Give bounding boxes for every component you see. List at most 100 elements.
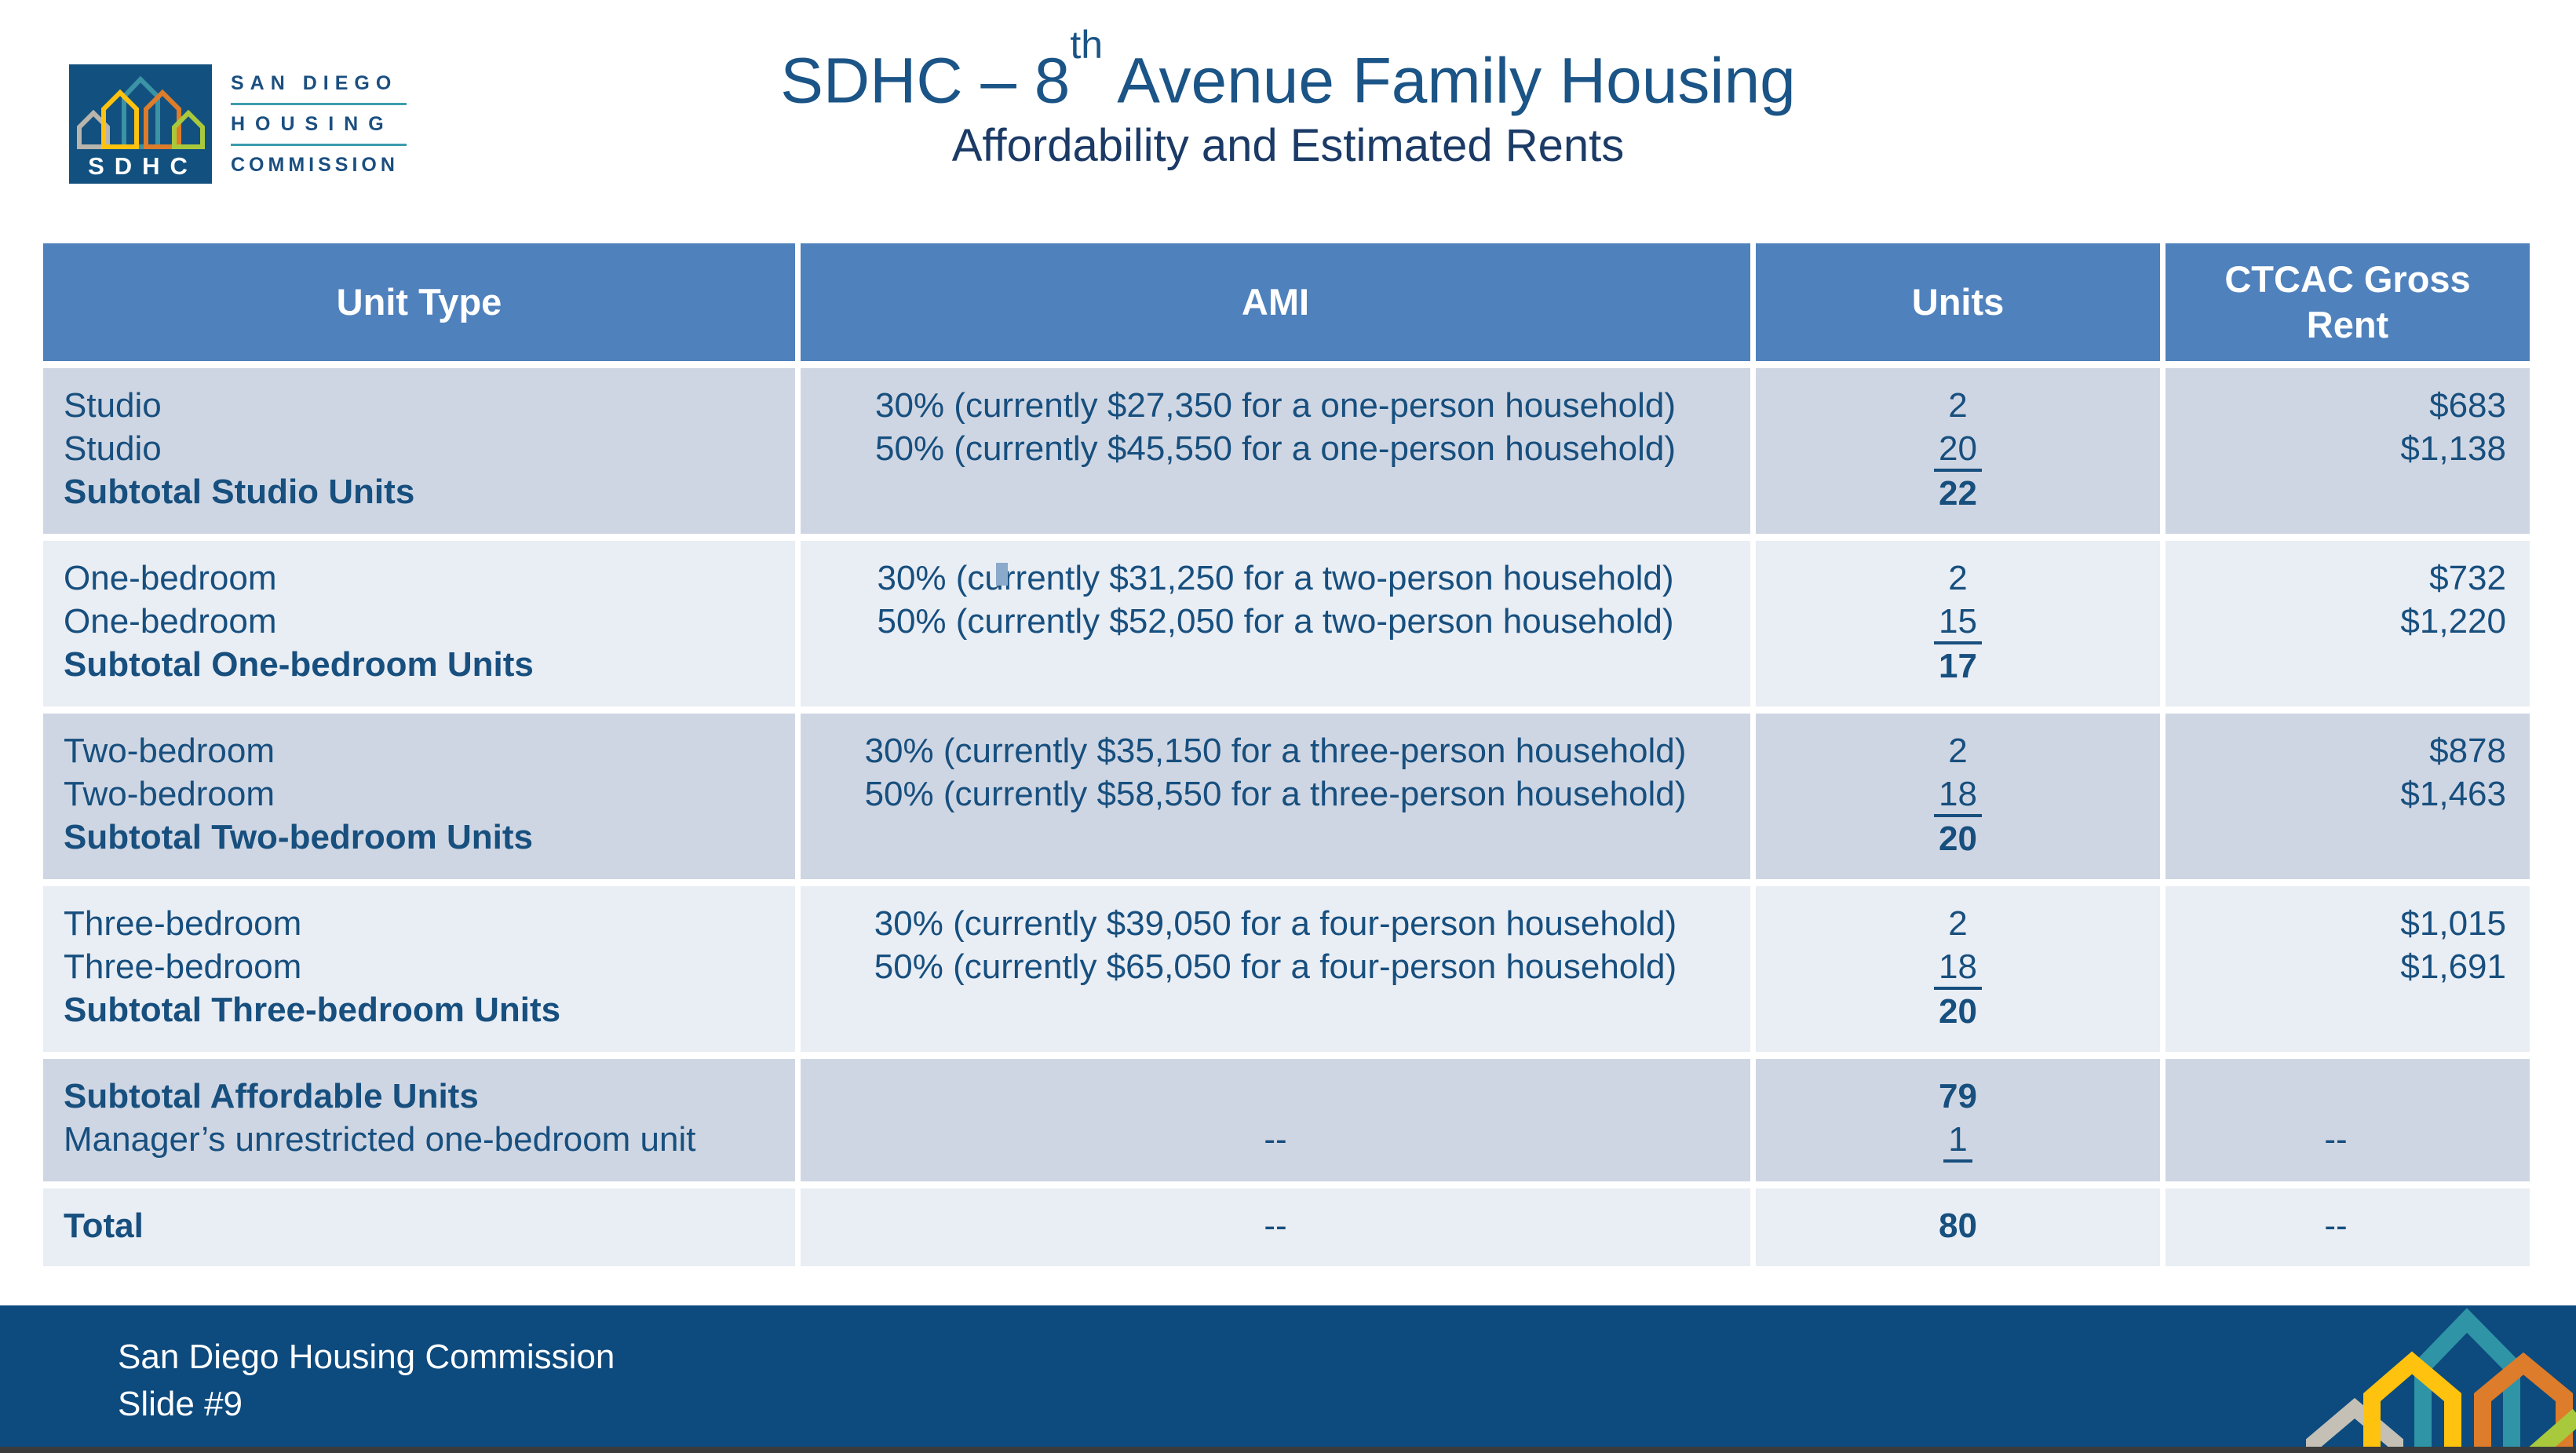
- sdhc-logo-mark: SDHC: [69, 64, 212, 184]
- unit-type-cell: Total: [43, 1188, 795, 1266]
- row-line: Two-bedroom: [64, 732, 275, 770]
- row-line: 50% (currently $65,050 for a four-person…: [874, 947, 1677, 986]
- row-line: Three-bedroom: [64, 904, 302, 943]
- units-cell: 2 15 17: [1756, 541, 2160, 706]
- underlined-value: 18: [1934, 948, 1982, 990]
- row-line: $1,138: [2400, 429, 2506, 468]
- sdhc-houses-motif: [2306, 1308, 2576, 1453]
- unit-type-cell: Two-bedroom Two-bedroom Subtotal Two-bed…: [43, 714, 795, 879]
- text-cursor-artifact: [996, 563, 1008, 586]
- logo-divider: [231, 102, 407, 105]
- row-line: Studio: [64, 386, 162, 425]
- title-block: SDHC – 8th Avenue Family Housing Afforda…: [0, 23, 2576, 173]
- ami-cell: 30% (currently $27,350 for a one-person …: [801, 368, 1750, 534]
- green-house-icon: [172, 109, 205, 149]
- rents-table: Unit Type AMI Units CTCAC Gross Rent Stu…: [38, 236, 2535, 1273]
- row-line: 15: [1756, 600, 2160, 644]
- row-line: $1,220: [2400, 602, 2506, 641]
- row-line: One-bedroom: [64, 602, 277, 641]
- logo-acronym: SDHC: [88, 152, 198, 180]
- subtotal-value: 22: [1939, 474, 1977, 513]
- row-line: Two-bedroom: [64, 775, 275, 813]
- header-row: Unit Type AMI Units CTCAC Gross Rent: [43, 243, 2530, 361]
- unit-type-cell: One-bedroom One-bedroom Subtotal One-bed…: [43, 541, 795, 706]
- row-line: Three-bedroom: [64, 947, 302, 986]
- footer: San Diego Housing Commission Slide #9: [0, 1305, 2576, 1453]
- row-line: [2166, 1075, 2506, 1118]
- total-label: Total: [64, 1207, 144, 1245]
- logo-line-housing: HOUSING: [231, 112, 394, 135]
- row-line: One-bedroom: [64, 559, 277, 597]
- footer-org-name: San Diego Housing Commission: [118, 1338, 615, 1376]
- row-line: 30% (currently $31,250 for a two-person …: [877, 559, 1674, 597]
- row-line: $878: [2429, 732, 2506, 770]
- rent-cell: --: [2166, 1059, 2530, 1181]
- rent-cell: $878 $1,463: [2166, 714, 2530, 879]
- underlined-value: 18: [1934, 776, 1982, 817]
- table-row-two-bedroom: Two-bedroom Two-bedroom Subtotal Two-bed…: [43, 714, 2530, 879]
- units-cell: 80: [1756, 1188, 2160, 1266]
- units-cell: 2 20 22: [1756, 368, 2160, 534]
- title-text: Avenue Family Housing: [1103, 45, 1796, 117]
- subtotal-label: Subtotal Two-bedroom Units: [64, 818, 534, 856]
- units-cell: 79 1: [1756, 1059, 2160, 1181]
- teal-house-icon: [2414, 1308, 2520, 1453]
- table-row-total: Total -- 80 --: [43, 1188, 2530, 1266]
- table-row-studio: Studio Studio Subtotal Studio Units 30% …: [43, 368, 2530, 534]
- rent-cell: $1,015 $1,691: [2166, 886, 2530, 1052]
- row-line: Manager’s unrestricted one-bedroom unit: [64, 1120, 696, 1159]
- subtotal-label: Subtotal Three-bedroom Units: [64, 991, 561, 1029]
- underlined-value: 15: [1934, 603, 1982, 644]
- slide-subtitle: Affordability and Estimated Rents: [951, 120, 1625, 172]
- gray-house-icon: [2306, 1397, 2403, 1453]
- subtotal-value: 17: [1939, 647, 1977, 685]
- col-header-unit-type: Unit Type: [43, 243, 795, 361]
- row-line: 50% (currently $58,550 for a three-perso…: [864, 775, 1687, 813]
- title-superscript: th: [1070, 23, 1104, 67]
- rent-cell: --: [2166, 1188, 2530, 1266]
- row-line: $683: [2429, 386, 2506, 425]
- row-line: 2: [1948, 904, 1968, 943]
- row-line: 2: [1948, 732, 1968, 770]
- row-line: $1,015: [2400, 904, 2506, 943]
- row-line: 18: [1756, 772, 2160, 817]
- footer-slide-number: Slide #9: [118, 1385, 243, 1423]
- unit-type-cell: Three-bedroom Three-bedroom Subtotal Thr…: [43, 886, 795, 1052]
- row-line: --: [2324, 1120, 2348, 1159]
- table-row-subtotal-affordable: Subtotal Affordable Units Manager’s unre…: [43, 1059, 2530, 1181]
- row-line: 30% (currently $35,150 for a three-perso…: [864, 732, 1687, 770]
- row-line: 2: [1948, 559, 1968, 597]
- row-line: $1,691: [2400, 947, 2506, 986]
- col-header-ctcac-gross-rent: CTCAC Gross Rent: [2166, 243, 2530, 361]
- row-line: 50% (currently $45,550 for a one-person …: [875, 429, 1676, 468]
- row-line: 50% (currently $52,050 for a two-person …: [877, 602, 1674, 641]
- row-line: Studio: [64, 429, 162, 468]
- total-value: 80: [1939, 1207, 1977, 1245]
- subtotal-label: Subtotal Studio Units: [64, 473, 415, 511]
- logo-line-san-diego: SAN DIEGO: [231, 71, 398, 94]
- orange-house-icon: [2474, 1352, 2573, 1453]
- row-line: [801, 1075, 1750, 1118]
- subtotal-label: Subtotal Affordable Units: [64, 1077, 479, 1115]
- slide-title: SDHC – 8th Avenue Family Housing: [0, 23, 2576, 118]
- subtotal-value: 20: [1939, 992, 1977, 1031]
- ami-cell: 30% (currently $35,150 for a three-perso…: [801, 714, 1750, 879]
- rent-cell: $732 $1,220: [2166, 541, 2530, 706]
- title-text: SDHC – 8: [780, 45, 1071, 117]
- row-line: $732: [2429, 559, 2506, 597]
- rent-cell: $683 $1,138: [2166, 368, 2530, 534]
- sdhc-logo: SDHC SAN DIEGO HOUSING COMMISSION: [69, 64, 407, 184]
- row-line: 18: [1756, 945, 2160, 990]
- col-header-units: Units: [1756, 243, 2160, 361]
- row-line: 20: [1756, 427, 2160, 472]
- ami-cell: 30% (currently $39,050 for a four-person…: [801, 886, 1750, 1052]
- ami-cell: --: [801, 1188, 1750, 1266]
- unit-type-cell: Studio Studio Subtotal Studio Units: [43, 368, 795, 534]
- subtotal-value: 20: [1939, 820, 1977, 858]
- logo-square: [69, 64, 212, 184]
- row-line: --: [2324, 1207, 2348, 1245]
- yellow-house-icon: [2363, 1351, 2461, 1453]
- footer-text: San Diego Housing Commission Slide #9: [118, 1334, 615, 1428]
- screen-bottom-edge: [0, 1447, 2576, 1453]
- row-line: --: [1264, 1120, 1287, 1159]
